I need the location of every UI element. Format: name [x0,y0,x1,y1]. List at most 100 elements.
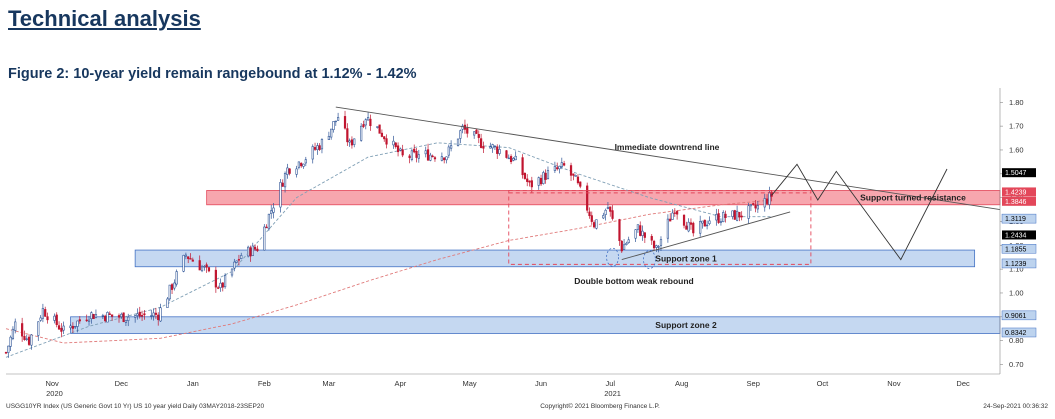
candle-body [288,168,291,174]
y-tick-label: 0.70 [1009,360,1024,369]
candle [634,229,637,242]
candle-body [57,325,61,330]
candle [641,225,644,241]
candle [44,306,47,317]
candle [136,308,139,320]
y-tick-label: 1.60 [1009,146,1024,155]
candle [512,157,515,162]
candle [735,205,739,222]
candle [207,267,211,273]
candle-body [297,161,301,168]
candle-body [477,134,480,138]
candle-body [187,256,190,259]
candle-body [754,204,757,209]
candle [413,144,416,154]
candle-body [493,145,497,148]
candle [117,313,121,323]
candle-body [302,163,305,167]
y-tick-label: 1.70 [1009,122,1024,131]
candle-body [235,260,238,263]
y-axis: 1.801.701.601.501.401.301.201.101.000.90… [999,88,1037,374]
candle [763,193,766,212]
candle [528,180,531,187]
candle-body [124,319,128,323]
candle-body [214,269,217,288]
price-badge: 1.5047 [1002,168,1036,178]
candle [143,309,146,320]
candle [124,319,128,326]
candle [101,313,104,319]
candle-body [703,219,706,227]
candle [687,218,690,233]
candle [558,165,561,174]
candle-body [542,172,545,184]
candle [383,136,386,142]
candle-body [117,315,121,318]
candle-body [498,149,501,154]
candle [719,218,723,226]
candle-body [563,163,566,166]
candle-body [383,136,386,140]
candle [364,118,367,130]
candle [346,123,349,146]
candle-body [184,254,187,257]
candle [602,212,605,220]
candle [652,239,656,251]
candle-body [717,213,720,223]
candle [253,244,257,251]
candle [705,220,709,230]
candle-body [140,315,144,317]
candle [611,205,614,221]
candle [491,143,494,153]
candle [127,313,130,327]
candle-body [618,219,621,241]
candle [703,219,706,227]
candle-body [44,309,47,317]
candle-body [735,210,739,221]
candle [394,142,397,149]
candle [479,133,483,149]
candle-body [595,219,598,229]
candle-body [4,352,8,354]
label-support-zone-1: Support zone 1 [655,253,717,263]
candle [447,144,450,159]
price-badge-bg [1001,310,1037,321]
candle [37,321,40,341]
candle [191,257,194,262]
candle-body [429,154,432,161]
candle [717,209,720,224]
candle-body [198,260,201,271]
candle-body [655,245,658,248]
candle-body [55,314,58,325]
candle [265,224,268,229]
candle-body [120,313,123,318]
candle [553,161,556,174]
candle-body [283,173,287,188]
candle [440,152,443,162]
candle [316,142,319,155]
price-badge-label: 0.9061 [1005,313,1027,320]
candle [701,220,704,229]
x-month-label: Jul [605,379,615,388]
candle-body [362,124,365,127]
candle [505,149,508,159]
candle-body [166,298,169,308]
candle [443,157,446,164]
price-badge-bg [1001,327,1037,338]
candle [175,269,178,287]
candle-body [200,266,204,272]
candle-body [431,155,434,158]
candle-body [189,258,192,260]
candle-body [191,259,194,262]
candle [461,123,464,134]
candle [625,241,628,246]
candle [286,163,289,179]
candle [200,264,204,273]
candle-body [671,212,674,220]
candle-body [295,168,298,175]
candle-body [705,224,709,227]
candle-body [634,229,637,239]
candle [639,221,642,237]
candle [366,112,370,121]
candle [138,306,141,319]
